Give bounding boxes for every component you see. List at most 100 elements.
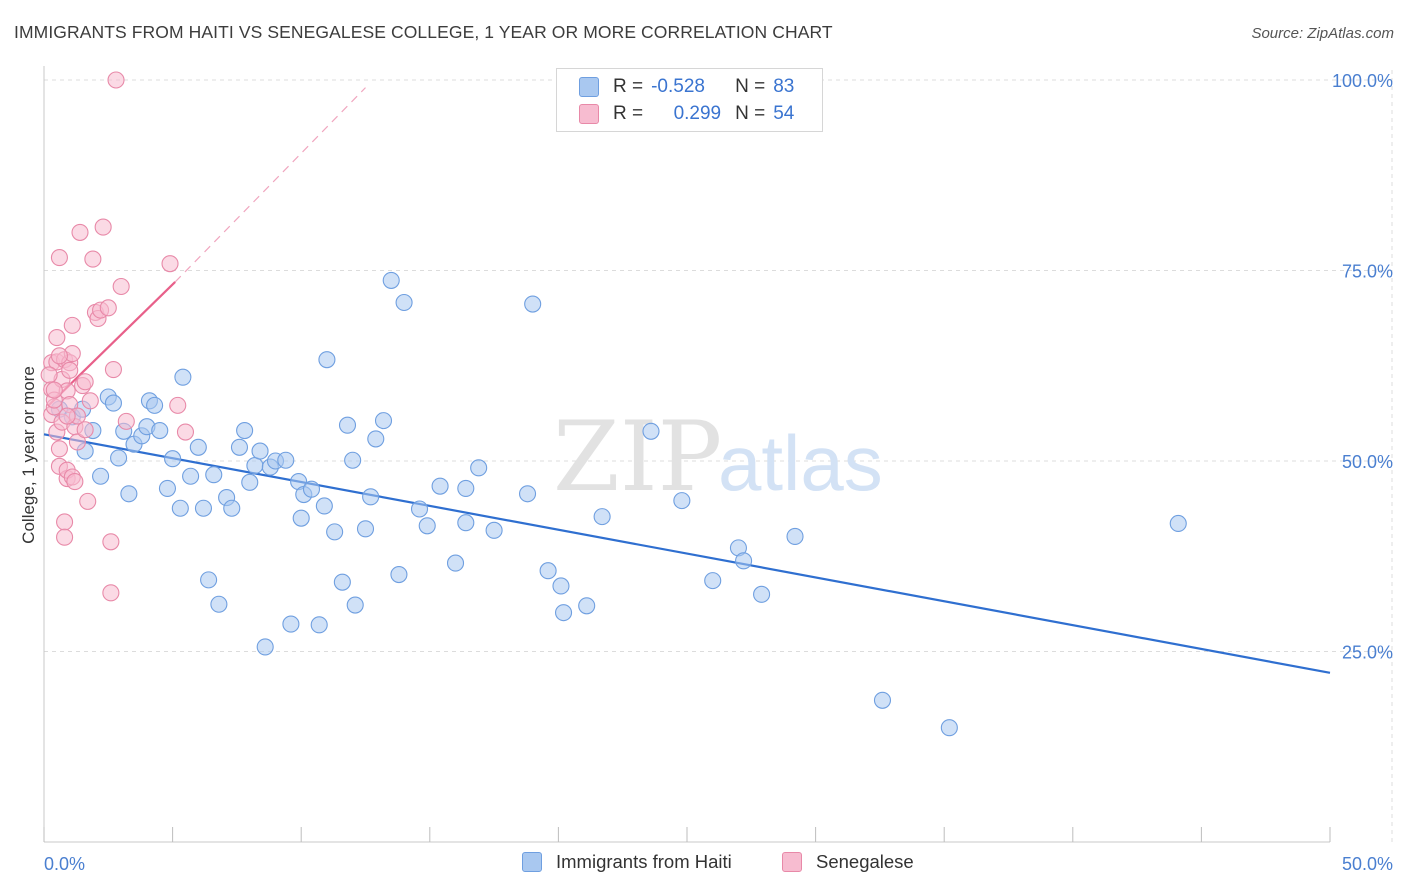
point-haiti <box>194 499 213 517</box>
point-senegalese <box>63 316 81 334</box>
legend-n-label: N = <box>735 103 766 124</box>
legend-row-senegalese: R = 0.299 N = 54 <box>579 102 794 126</box>
point-haiti <box>578 597 596 615</box>
point-haiti <box>236 421 254 440</box>
legend-n-haiti: 83 <box>773 76 795 97</box>
point-senegalese <box>66 473 84 491</box>
point-senegalese <box>169 396 187 414</box>
y-tick-label: 100.0% <box>1332 71 1393 91</box>
point-haiti <box>205 466 223 484</box>
point-haiti <box>246 457 264 475</box>
trend-line-senegalese-extension <box>174 87 366 283</box>
point-senegalese <box>61 361 79 379</box>
point-senegalese <box>102 533 120 551</box>
y-tick-label: 50.0% <box>1342 452 1393 472</box>
point-senegalese <box>107 71 125 89</box>
point-haiti <box>158 479 177 497</box>
point-senegalese <box>81 392 99 410</box>
point-senegalese <box>94 218 112 236</box>
point-haiti <box>230 438 249 456</box>
bottom-legend-swatch-haiti <box>522 852 542 872</box>
point-haiti <box>518 485 537 503</box>
legend-r-haiti: -0.528 <box>651 76 705 97</box>
point-haiti <box>326 523 344 541</box>
point-haiti <box>356 520 375 538</box>
point-haiti <box>382 271 400 289</box>
bottom-legend-label-haiti: Immigrants from Haiti <box>556 851 732 872</box>
point-haiti <box>146 396 164 414</box>
trend-line-haiti <box>43 433 1331 674</box>
point-haiti <box>182 467 200 485</box>
point-haiti <box>446 554 465 572</box>
point-haiti <box>151 421 169 440</box>
bottom-legend-haiti: Immigrants from Haiti <box>522 851 732 873</box>
point-senegalese <box>176 423 195 441</box>
point-senegalese <box>50 347 68 365</box>
point-haiti <box>735 552 753 570</box>
legend-n-senegalese: 54 <box>773 103 795 124</box>
point-senegalese <box>104 361 122 379</box>
point-haiti <box>241 473 259 491</box>
point-haiti <box>524 295 542 313</box>
point-haiti <box>110 449 128 467</box>
point-haiti <box>92 467 110 485</box>
chart-title: IMMIGRANTS FROM HAITI VS SENEGALESE COLL… <box>14 22 833 42</box>
point-haiti <box>418 517 436 535</box>
bottom-legend-swatch-senegalese <box>782 852 802 872</box>
point-haiti <box>642 422 660 440</box>
point-haiti <box>164 450 182 468</box>
point-haiti <box>554 604 573 622</box>
point-haiti <box>485 521 503 539</box>
point-senegalese <box>56 513 74 531</box>
trend-lines <box>43 87 1331 674</box>
y-axis-label: College, 1 year or more <box>19 366 38 544</box>
y-tick-label: 75.0% <box>1342 262 1393 282</box>
point-senegalese <box>99 299 117 317</box>
point-haiti <box>277 451 295 469</box>
point-senegalese <box>84 250 102 268</box>
x-tick-label: 50.0% <box>1342 854 1393 874</box>
legend-swatch-senegalese <box>579 104 599 124</box>
point-haiti <box>344 451 362 469</box>
point-haiti <box>333 573 351 591</box>
point-haiti <box>189 438 207 456</box>
point-senegalese <box>68 433 86 451</box>
point-haiti <box>395 293 413 312</box>
point-senegalese <box>45 381 63 399</box>
watermark-zip: ZIP <box>553 401 722 513</box>
point-haiti <box>940 719 958 737</box>
point-senegalese <box>76 421 94 439</box>
point-haiti <box>753 585 771 603</box>
point-haiti <box>251 442 269 460</box>
point-haiti <box>318 351 336 369</box>
point-senegalese <box>50 248 68 267</box>
point-senegalese <box>161 255 179 273</box>
stats-legend: R = -0.528 N = 83 R = 0.299 N = 54 <box>556 68 823 132</box>
point-senegalese <box>58 407 76 425</box>
point-senegalese <box>71 223 89 241</box>
point-haiti <box>338 416 357 434</box>
point-haiti <box>362 488 380 506</box>
x-tick-label: 0.0% <box>44 854 85 874</box>
point-haiti <box>367 430 385 448</box>
point-haiti <box>786 527 804 545</box>
point-haiti <box>256 638 274 656</box>
bottom-legend-label-senegalese: Senegalese <box>816 851 914 872</box>
legend-swatch-haiti <box>579 77 599 97</box>
point-haiti <box>310 616 328 634</box>
y-tick-label: 25.0% <box>1342 643 1393 663</box>
point-haiti <box>282 615 300 633</box>
point-haiti <box>457 479 475 497</box>
point-haiti <box>552 577 570 595</box>
legend-r-senegalese: 0.299 <box>673 103 722 124</box>
point-haiti <box>673 492 691 510</box>
watermark: ZIP atlas <box>553 401 883 513</box>
point-haiti <box>431 477 449 495</box>
legend-row-haiti: R = -0.528 N = 83 <box>579 75 794 99</box>
point-haiti <box>873 691 892 709</box>
axes <box>43 66 1331 843</box>
point-senegalese <box>79 492 97 510</box>
point-haiti <box>171 499 189 517</box>
point-haiti <box>390 565 408 584</box>
point-haiti <box>302 480 321 498</box>
